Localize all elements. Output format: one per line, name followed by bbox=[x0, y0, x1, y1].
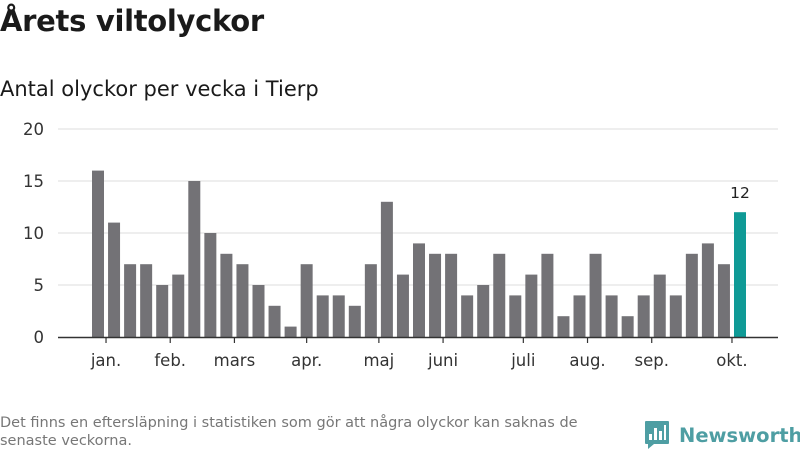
footnote: Det finns en eftersläpning i statistiken… bbox=[0, 415, 578, 449]
y-tick-label: 5 bbox=[34, 276, 45, 295]
bar bbox=[429, 253, 442, 337]
y-tick-label: 20 bbox=[23, 120, 44, 139]
bar bbox=[541, 253, 554, 337]
y-tick-label: 15 bbox=[23, 172, 44, 191]
bar bbox=[348, 305, 361, 337]
bar bbox=[621, 316, 634, 337]
bar bbox=[669, 295, 682, 337]
chart-subtitle: Antal olyckor per vecka i Tierp bbox=[0, 77, 319, 101]
brand-logo: Newsworthy bbox=[644, 420, 800, 450]
bar bbox=[589, 253, 602, 337]
bar bbox=[445, 253, 458, 337]
bar bbox=[284, 326, 297, 337]
bar bbox=[236, 264, 249, 337]
bar bbox=[653, 274, 666, 337]
bar bbox=[605, 295, 618, 337]
x-tick-label: maj bbox=[363, 351, 394, 370]
x-tick-label: sep. bbox=[634, 351, 668, 370]
bar bbox=[493, 253, 506, 337]
x-tick-label: okt. bbox=[716, 351, 747, 370]
bar bbox=[316, 295, 329, 337]
bar bbox=[637, 295, 650, 337]
bar bbox=[557, 316, 570, 337]
x-axis-ticks: jan. feb. mars apr. maj juni juli aug. sep. okt. bbox=[90, 337, 748, 370]
bar bbox=[220, 253, 233, 337]
bar bbox=[685, 253, 698, 337]
bar bbox=[188, 181, 201, 337]
bar bbox=[380, 201, 393, 337]
x-tick-label: apr. bbox=[291, 351, 322, 370]
bar bbox=[413, 243, 425, 337]
brand-name: Newsworthy bbox=[679, 423, 800, 447]
bar bbox=[461, 295, 474, 337]
bar bbox=[268, 305, 281, 337]
bar bbox=[701, 243, 714, 337]
bar bbox=[573, 295, 586, 337]
bar bbox=[204, 233, 217, 337]
x-tick-label: feb. bbox=[154, 351, 186, 370]
bar bbox=[108, 222, 121, 337]
x-tick-label: juni bbox=[427, 351, 458, 370]
bar bbox=[396, 274, 409, 337]
bar bbox=[124, 264, 137, 337]
bar bbox=[300, 264, 313, 337]
data-labels: 12 bbox=[730, 184, 750, 202]
bar bbox=[156, 285, 169, 337]
bar bbox=[140, 264, 153, 337]
bar bbox=[477, 285, 490, 337]
y-tick-label: 0 bbox=[34, 328, 45, 347]
chart-title: Årets viltolyckor bbox=[0, 4, 264, 38]
bar bbox=[172, 274, 185, 337]
bar bbox=[525, 274, 538, 337]
bars bbox=[92, 170, 746, 337]
x-tick-label: jan. bbox=[90, 351, 121, 370]
bar bbox=[509, 295, 522, 337]
bar-highlight bbox=[734, 212, 746, 337]
data-label: 12 bbox=[730, 184, 750, 202]
bar bbox=[364, 264, 377, 337]
x-tick-label: juli bbox=[510, 351, 535, 370]
bar bbox=[717, 264, 730, 337]
bar bbox=[332, 295, 345, 337]
y-tick-label: 10 bbox=[23, 224, 44, 243]
newsworthy-logo-icon bbox=[645, 421, 669, 449]
x-tick-label: aug. bbox=[569, 351, 605, 370]
x-tick-label: mars bbox=[214, 351, 256, 370]
y-axis-ticks: 0 5 10 15 20 bbox=[23, 120, 44, 347]
bar bbox=[252, 285, 265, 337]
bar bbox=[92, 170, 104, 337]
